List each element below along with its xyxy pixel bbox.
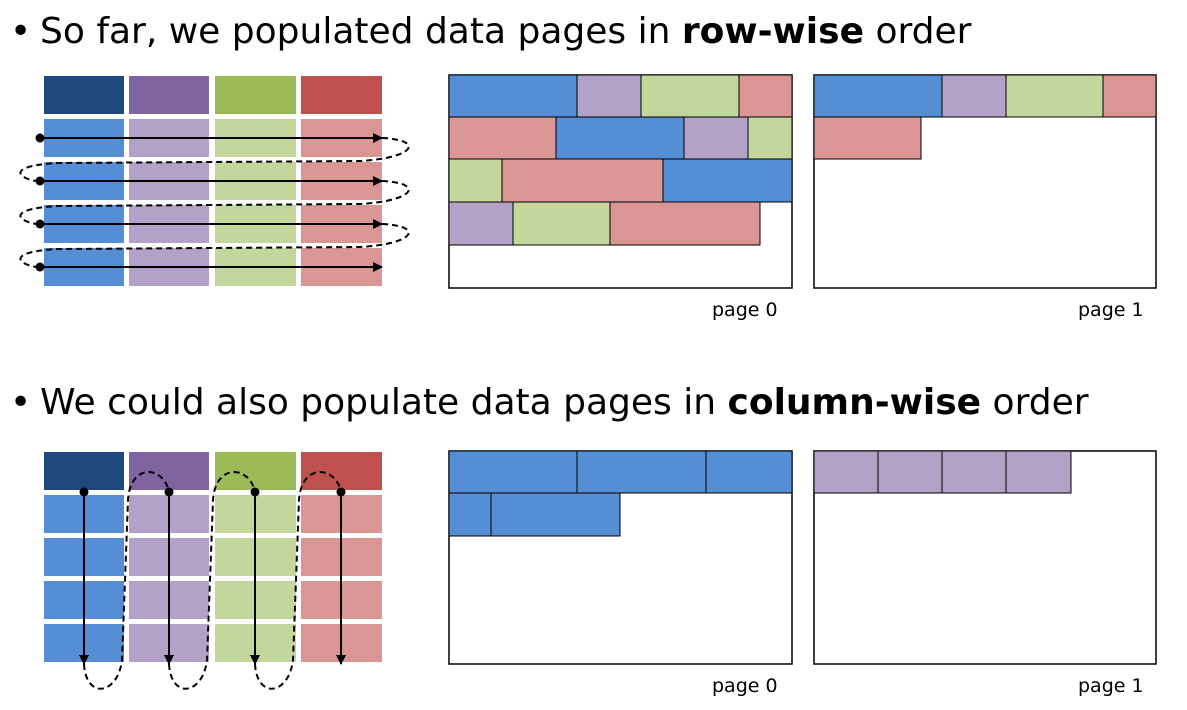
record-red bbox=[448, 116, 557, 160]
wrap-path-1 bbox=[83, 471, 169, 690]
table-row-4 bbox=[44, 624, 382, 662]
bullet-row-bold: row-wise bbox=[681, 11, 864, 52]
record-purple bbox=[683, 116, 749, 160]
bullet-row-wise: • So far, we populated data pages in row-… bbox=[10, 14, 971, 50]
start-dot bbox=[35, 176, 45, 186]
record-purple bbox=[813, 450, 879, 494]
header-cell-purple bbox=[129, 76, 209, 114]
bullet-dot: • bbox=[10, 11, 32, 52]
column-wise-table bbox=[44, 452, 382, 662]
col-page0-label: page 0 bbox=[712, 675, 778, 697]
row-wise-arrows bbox=[19, 133, 410, 272]
header-cell-purple bbox=[129, 452, 209, 490]
row-page0-label: page 0 bbox=[712, 299, 778, 321]
record-green bbox=[512, 201, 611, 246]
record-red bbox=[738, 74, 793, 118]
table-row-3 bbox=[44, 581, 382, 619]
col-page-1 bbox=[813, 450, 1157, 665]
record-blue bbox=[576, 450, 707, 494]
record-blue bbox=[662, 158, 793, 203]
row-page-1 bbox=[813, 74, 1157, 289]
record-purple bbox=[1005, 450, 1072, 494]
start-dot bbox=[250, 487, 260, 497]
record-green bbox=[448, 158, 503, 203]
record-purple bbox=[941, 450, 1007, 494]
wrap-path-1 bbox=[19, 137, 410, 182]
header-cell-green bbox=[215, 452, 296, 490]
header-cell-blue bbox=[44, 452, 124, 490]
row-page1-label: page 1 bbox=[1078, 299, 1144, 321]
record-red bbox=[501, 158, 664, 203]
wrap-path-3 bbox=[254, 471, 341, 690]
record-red bbox=[1102, 74, 1157, 118]
record-blue bbox=[555, 116, 685, 160]
record-blue bbox=[448, 450, 578, 494]
bullet-row-pre: So far, we populated data pages in bbox=[40, 11, 682, 52]
record-blue bbox=[448, 74, 578, 118]
record-blue bbox=[813, 74, 943, 118]
record-purple bbox=[877, 450, 943, 494]
record-red bbox=[609, 201, 761, 246]
header-cell-red bbox=[301, 452, 382, 490]
bullet-dot: • bbox=[10, 382, 32, 423]
header-cell-green bbox=[215, 76, 296, 114]
bullet-col-post: order bbox=[981, 382, 1089, 423]
record-green bbox=[1005, 74, 1104, 118]
col-page1-label: page 1 bbox=[1078, 675, 1144, 697]
record-red bbox=[813, 116, 922, 160]
record-blue bbox=[490, 492, 621, 537]
start-dot bbox=[336, 487, 346, 497]
header-cell-red bbox=[301, 76, 382, 114]
start-dot bbox=[35, 133, 45, 143]
start-dot bbox=[35, 262, 45, 272]
record-purple bbox=[941, 74, 1007, 118]
table-row-2 bbox=[44, 538, 382, 576]
wrap-path-2 bbox=[168, 471, 255, 690]
start-dot bbox=[164, 487, 174, 497]
col-page-0 bbox=[448, 450, 793, 665]
start-dot bbox=[35, 219, 45, 229]
wrap-path-2 bbox=[19, 180, 410, 225]
record-blue bbox=[705, 450, 793, 494]
record-purple bbox=[448, 201, 514, 246]
wrap-path-3 bbox=[19, 223, 410, 268]
column-wise-arrows bbox=[79, 471, 346, 690]
record-purple bbox=[576, 74, 642, 118]
record-green bbox=[747, 116, 793, 160]
header-cell-blue bbox=[44, 76, 124, 114]
bullet-column-wise: • We could also populate data pages in co… bbox=[10, 385, 1089, 421]
row-page-0 bbox=[448, 74, 793, 289]
record-blue bbox=[448, 492, 492, 537]
bullet-col-bold: column-wise bbox=[727, 382, 982, 423]
record-green bbox=[640, 74, 740, 118]
start-dot bbox=[79, 487, 89, 497]
bullet-row-post: order bbox=[864, 11, 972, 52]
bullet-col-pre: We could also populate data pages in bbox=[40, 382, 728, 423]
